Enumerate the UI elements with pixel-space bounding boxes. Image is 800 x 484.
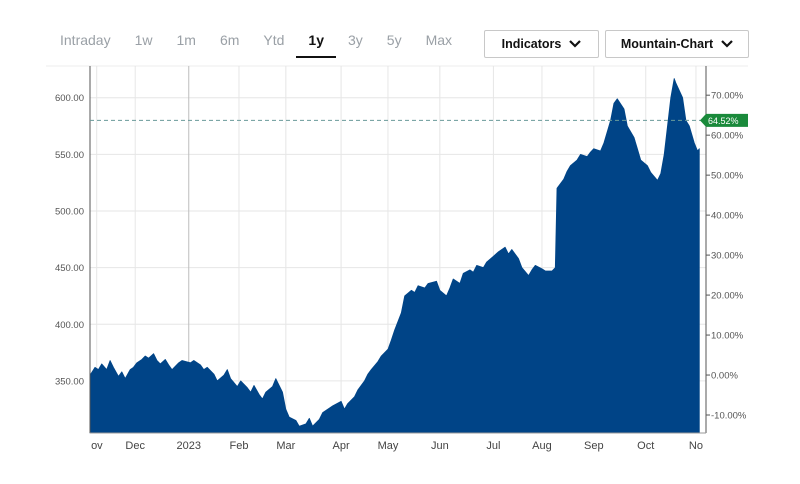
y2-tick-label: 60.00% [711, 131, 744, 142]
y2-tick-label: 40.00% [711, 211, 744, 222]
x-tick-label: 2023 [177, 440, 201, 452]
y-tick-label: 500.00 [55, 206, 84, 217]
x-tick-label: Jun [431, 440, 449, 452]
y-tick-label: 600.00 [55, 93, 84, 104]
x-tick-label: May [378, 440, 399, 452]
tab-5y[interactable]: 5y [386, 32, 402, 48]
x-tick-label: ov [91, 440, 103, 452]
y2-tick-label: 50.00% [711, 171, 744, 182]
x-tick-label: Aug [532, 440, 552, 452]
tab-1m[interactable]: 1m [176, 32, 196, 48]
chart-type-dropdown[interactable]: Mountain-Chart [605, 30, 749, 58]
x-tick-label: Sep [584, 440, 604, 452]
tab-3y[interactable]: 3y [348, 32, 363, 48]
indicators-dropdown[interactable]: Indicators [484, 30, 599, 58]
x-tick-label: Apr [333, 440, 350, 452]
y2-tick-label: 70.00% [711, 91, 744, 102]
y2-tick-label: 20.00% [711, 291, 744, 302]
tab-6m[interactable]: 6m [219, 32, 240, 48]
price-area [89, 78, 700, 434]
tab-1w[interactable]: 1w [134, 32, 153, 48]
tab-intraday[interactable]: Intraday [60, 32, 111, 48]
current-change-badge [700, 113, 748, 127]
y-tick-label: 450.00 [55, 263, 84, 274]
y2-tick-label: 30.00% [711, 251, 744, 262]
y-tick-label: 550.00 [55, 150, 84, 161]
y-tick-label: 350.00 [55, 376, 84, 387]
chevron-down-icon [721, 40, 733, 48]
y-tick-label: 400.00 [55, 320, 84, 331]
x-tick-label: Dec [125, 440, 145, 452]
tab-1y[interactable]: 1y [296, 24, 336, 58]
x-tick-label: Jul [486, 440, 500, 452]
indicators-label: Indicators [501, 37, 562, 51]
y2-tick-label: 0.00% [711, 371, 738, 382]
x-tick-label: No [689, 440, 703, 452]
timeframe-tabs: Intraday 1w 1m 6m Ytd 1y 3y 5y Max [48, 24, 464, 58]
current-change-label: 64.52% [708, 116, 739, 126]
tab-max[interactable]: Max [425, 32, 453, 48]
chevron-down-icon [569, 40, 582, 48]
x-tick-label: Feb [229, 440, 248, 452]
tab-ytd[interactable]: Ytd [263, 32, 285, 48]
y2-tick-label: -10.00% [711, 411, 747, 422]
x-tick-label: Oct [637, 440, 654, 452]
y2-tick-label: 10.00% [711, 331, 744, 342]
chart-type-label: Mountain-Chart [620, 37, 714, 51]
x-tick-label: Mar [276, 440, 295, 452]
